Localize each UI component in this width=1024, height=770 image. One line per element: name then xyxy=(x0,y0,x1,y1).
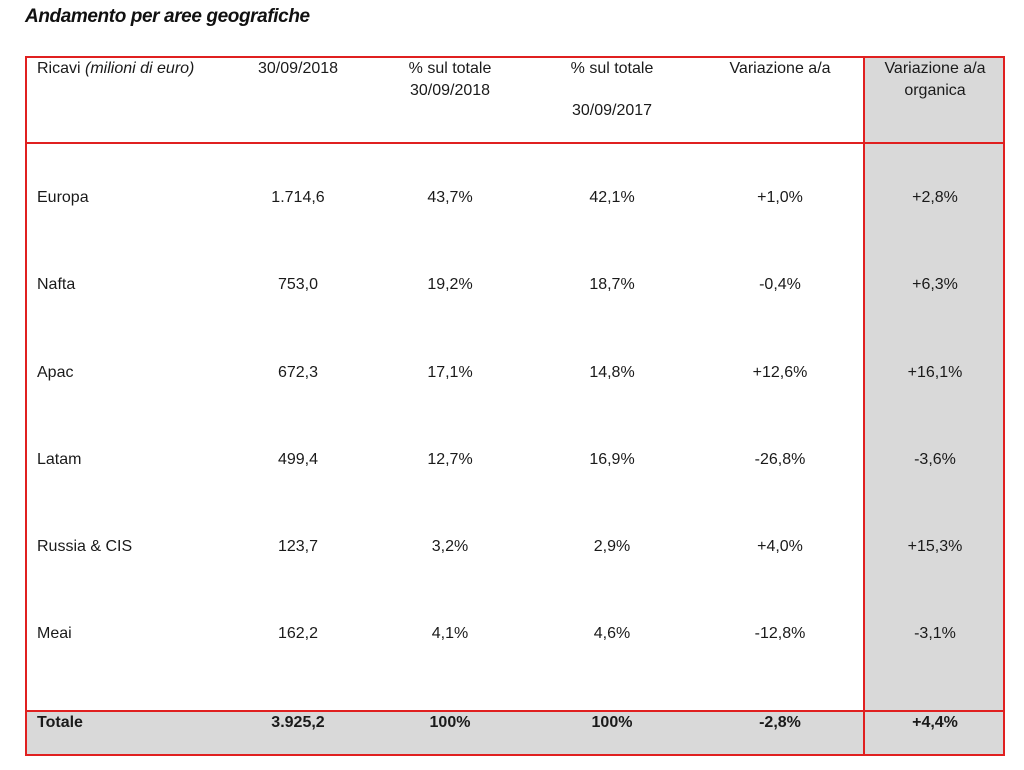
row-organic-variation: -3,6% xyxy=(914,451,956,468)
row-variation: +4,0% xyxy=(757,538,803,555)
row-value: 162,2 xyxy=(277,625,319,642)
row-organic-variation: +16,1% xyxy=(907,364,963,381)
row-area: Russia & CIS xyxy=(37,538,133,555)
header-variation: Variazione a/a xyxy=(729,60,831,77)
row-variation: +1,0% xyxy=(757,189,803,206)
row-pct-2018: 43,7% xyxy=(427,189,473,206)
header-divider xyxy=(25,142,1005,144)
header-pct-2018-line2: 30/09/2018 xyxy=(409,82,491,99)
row-pct-2018: 4,1% xyxy=(431,625,469,642)
row-organic-variation: +6,3% xyxy=(912,276,958,293)
row-value: 123,7 xyxy=(277,538,319,555)
row-pct-2018: 3,2% xyxy=(431,538,469,555)
header-ricavi-unit: (milioni di euro) xyxy=(85,60,195,77)
row-pct-2017: 2,9% xyxy=(593,538,631,555)
total-variation: -2,8% xyxy=(759,714,801,731)
total-row-background xyxy=(25,712,1005,756)
row-value: 499,4 xyxy=(277,451,319,468)
row-organic-variation: -3,1% xyxy=(914,625,956,642)
row-pct-2017: 16,9% xyxy=(589,451,635,468)
header-pct-2017-line2: 30/09/2017 xyxy=(571,102,653,119)
row-pct-2017: 4,6% xyxy=(593,625,631,642)
total-pct-2017: 100% xyxy=(591,714,633,731)
row-variation: -0,4% xyxy=(759,276,801,293)
header-ricavi-label: Ricavi xyxy=(37,60,81,77)
table-border xyxy=(25,56,1005,756)
row-pct-2018: 12,7% xyxy=(427,451,473,468)
row-pct-2017: 42,1% xyxy=(589,189,635,206)
row-organic-variation: +2,8% xyxy=(912,189,958,206)
row-variation: +12,6% xyxy=(752,364,808,381)
row-variation: -12,8% xyxy=(754,625,806,642)
row-pct-2017: 14,8% xyxy=(589,364,635,381)
row-area: Apac xyxy=(37,364,74,381)
row-value: 672,3 xyxy=(277,364,319,381)
header-ricavi: Ricavi (milioni di euro) xyxy=(37,59,194,79)
total-label: Totale xyxy=(37,714,83,731)
row-area: Meai xyxy=(37,625,72,642)
total-organic-variation: +4,4% xyxy=(912,714,958,731)
revenue-table: Ricavi (milioni di euro) 30/09/2018 % su… xyxy=(25,56,1005,756)
row-organic-variation: +15,3% xyxy=(907,538,963,555)
organic-column-background xyxy=(863,56,1005,756)
row-value: 753,0 xyxy=(277,276,319,293)
row-variation: -26,8% xyxy=(754,451,806,468)
header-value-2018: 30/09/2018 xyxy=(257,60,339,77)
row-area: Europa xyxy=(37,189,89,206)
header-pct-2017-line1: % sul totale xyxy=(570,60,654,77)
row-area: Nafta xyxy=(37,276,76,293)
total-pct-2018: 100% xyxy=(429,714,471,731)
header-organic-variation-line2: organica xyxy=(904,82,966,99)
row-value: 1.714,6 xyxy=(271,189,325,206)
row-area: Latam xyxy=(37,451,82,468)
row-pct-2018: 19,2% xyxy=(427,276,473,293)
row-pct-2018: 17,1% xyxy=(427,364,473,381)
organic-column-divider xyxy=(863,56,865,756)
header-pct-2018-line1: % sul totale xyxy=(408,60,492,77)
header-organic-variation-line1: Variazione a/a xyxy=(884,60,986,77)
total-divider xyxy=(25,710,1005,712)
total-value: 3.925,2 xyxy=(271,714,325,731)
page-title: Andamento per aree geografiche xyxy=(25,6,310,27)
row-pct-2017: 18,7% xyxy=(589,276,635,293)
